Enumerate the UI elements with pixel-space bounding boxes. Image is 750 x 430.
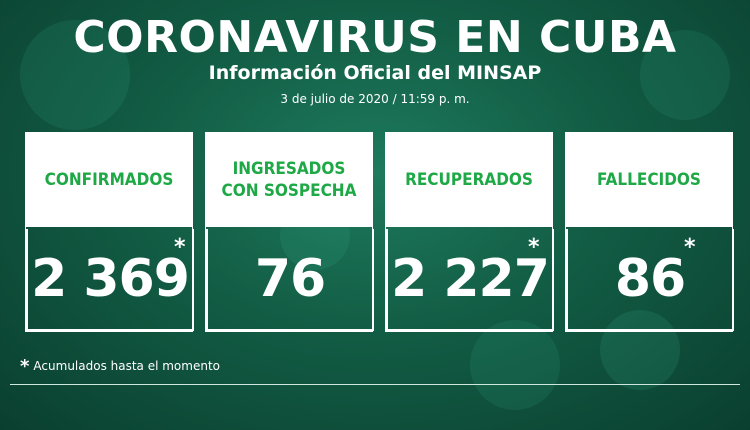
stat-label-line: INGRESADOS [232,159,346,179]
stat-label-box: RECUPERADOS [386,133,552,227]
asterisk-marker: * [684,235,696,260]
stat-card-confirmados: CONFIRMADOS 2 369 * [25,132,194,332]
stat-value-box: 76 [206,229,374,331]
virus-decoration-icon [470,320,560,410]
stat-label-box: INGRESADOS CON SOSPECHA [206,133,372,227]
stat-label: RECUPERADOS [405,170,533,190]
stat-label-box: FALLECIDOS [566,133,732,227]
stat-value-box: 2 369 * [26,229,194,331]
footnote-asterisk: * [20,356,30,377]
footnote-text: Acumulados hasta el momento [33,359,221,373]
stat-value: 76 [254,249,326,309]
page-subtitle: Información Oficial del MINSAP [208,62,542,84]
stat-label: CONFIRMADOS [44,170,174,190]
divider [10,384,740,385]
stat-value: 2 369 [31,249,190,309]
footnote: * Acumulados hasta el momento [20,356,220,377]
page-title: CORONAVIRUS EN CUBA [73,12,677,63]
asterisk-marker: * [174,235,186,260]
stat-label: INGRESADOS CON SOSPECHA [222,158,357,202]
stat-card-recuperados: RECUPERADOS 2 227 * [385,132,554,332]
stat-label-line: CON SOSPECHA [221,181,357,201]
virus-decoration-icon [640,30,730,120]
stat-label-box: CONFIRMADOS [26,133,192,227]
stat-value: 86 [614,249,686,309]
report-date: 3 de julio de 2020 / 11:59 p. m. [280,92,470,106]
stat-card-ingresados: INGRESADOS CON SOSPECHA 76 [205,132,374,332]
stat-card-fallecidos: FALLECIDOS 86 * [565,132,734,332]
stat-value: 2 227 [391,249,550,309]
stat-value-box: 2 227 * [386,229,554,331]
virus-decoration-icon [20,20,130,130]
asterisk-marker: * [528,235,540,260]
virus-decoration-icon [600,310,680,390]
stat-value-box: 86 * [566,229,734,331]
stat-label: FALLECIDOS [597,170,701,190]
